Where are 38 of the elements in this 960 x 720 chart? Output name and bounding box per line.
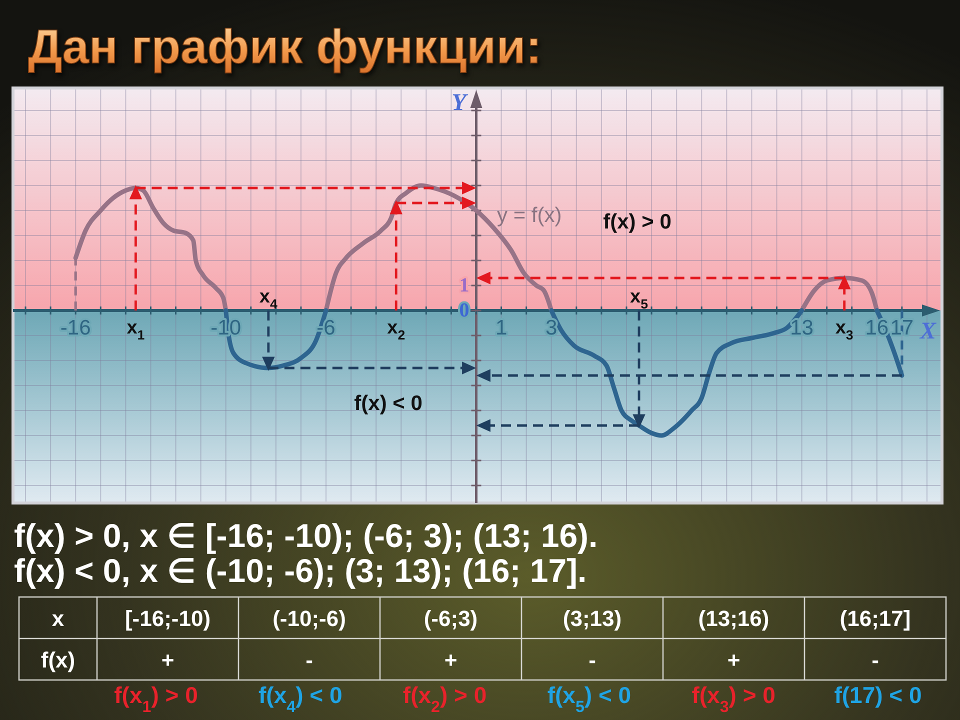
band-label: f(x) < 0 [354,391,422,414]
y-axis-title: Y [452,90,469,116]
text: f(x$_{3}$) > 0 [692,682,776,716]
text: f(17) < 0 [834,682,922,708]
x-axis-title: X [918,318,937,344]
text: + [161,646,174,672]
annotation: x$_{5}$ [630,286,649,312]
text: [-16;-10) [124,605,211,630]
x-tick-label: 17 [890,316,914,339]
text: (16;17] [840,605,911,630]
text: (-6;3) [424,605,478,630]
annotation: x$_{4}$ [259,286,278,312]
text: f(x) [40,646,76,672]
text: f(x$_{4}$) < 0 [258,682,342,716]
text: + [727,646,740,672]
text: (13;16) [698,605,770,630]
text: (-10;-6) [272,605,346,630]
text: (3;13) [562,605,622,630]
annotation: x$_{2}$ [387,317,406,342]
x-tick-label: 3 [546,316,558,339]
annotation: x$_{1}$ [126,317,146,342]
annotation: y = f(x) [497,204,562,226]
text: x [52,605,65,630]
band-label: f(x) > 0 [603,210,672,233]
x-tick-label: -16 [60,316,91,339]
text: - [588,646,596,672]
text: - [306,646,313,672]
text: f(x$_{5}$) < 0 [547,682,632,716]
text: - [872,646,879,672]
x-tick-label: 1 [495,316,508,339]
y-tick-label: 0 [459,300,470,322]
chart-title: Дан график функции: [28,21,542,74]
text: f(x) > 0, x ∈ [-16; -10); (-6; 3); (13; 16). [14,517,598,554]
text: + [444,646,458,672]
annotation: x$_{3}$ [835,317,854,342]
x-tick-label: 13 [790,316,814,339]
text: f(x$_{1}$) > 0 [114,682,198,716]
text: f(x$_{2}$) > 0 [402,682,487,716]
